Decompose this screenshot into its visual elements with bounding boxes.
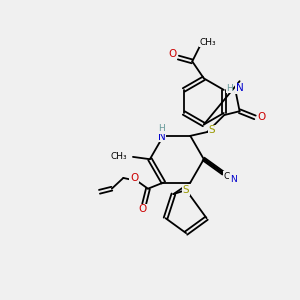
Text: O: O — [139, 205, 147, 214]
Text: S: S — [208, 125, 215, 136]
Text: H: H — [158, 124, 165, 134]
Text: N: N — [158, 132, 166, 142]
Text: N: N — [230, 175, 236, 184]
Text: CH₃: CH₃ — [110, 152, 127, 161]
Text: H: H — [226, 84, 233, 93]
Text: CH₃: CH₃ — [199, 38, 216, 47]
Text: C: C — [224, 172, 230, 181]
Text: O: O — [257, 112, 265, 122]
Text: N: N — [236, 83, 244, 93]
Text: S: S — [183, 185, 189, 195]
Text: O: O — [168, 50, 176, 59]
Text: O: O — [130, 173, 138, 183]
